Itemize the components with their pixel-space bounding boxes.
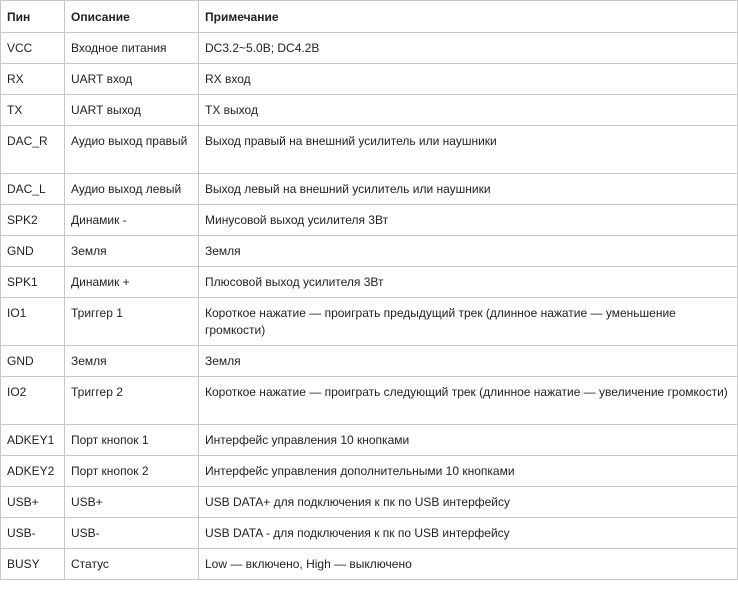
header-row: Пин Описание Примечание [0,0,738,33]
table-row: GND Земля Земля [0,235,738,267]
cell-note: Low — включено, High — выключено [198,548,738,580]
cell-note: Интерфейс управления 10 кнопками [198,424,738,456]
cell-pin: GND [0,235,65,267]
cell-note: Короткое нажатие — проиграть следующий т… [198,376,738,425]
table-row: VCC Входное питания DC3.2~5.0В; DC4.2В [0,32,738,64]
cell-note: Короткое нажатие — проиграть предыдущий … [198,297,738,346]
cell-description: Триггер 2 [64,376,199,425]
cell-pin: DAC_R [0,125,65,174]
cell-note: Выход левый на внешний усилитель или нау… [198,173,738,205]
cell-description: Земля [64,235,199,267]
table-row: SPK2 Динамик - Минусовой выход усилителя… [0,204,738,236]
cell-description: Динамик + [64,266,199,298]
cell-description: Аудио выход правый [64,125,199,174]
cell-description: Аудио выход левый [64,173,199,205]
cell-note: Минусовой выход усилителя 3Вт [198,204,738,236]
cell-note: Выход правый на внешний усилитель или на… [198,125,738,174]
cell-description: USB+ [64,486,199,518]
table-row: SPK1 Динамик + Плюсовой выход усилителя … [0,266,738,298]
table-row: IO2 Триггер 2 Короткое нажатие — проигра… [0,376,738,425]
table-row: USB+ USB+ USB DATA+ для подключения к пк… [0,486,738,518]
cell-pin: DAC_L [0,173,65,205]
cell-note: USB DATA - для подключения к пк по USB и… [198,517,738,549]
cell-pin: USB+ [0,486,65,518]
table-row: USB- USB- USB DATA - для подключения к п… [0,517,738,549]
cell-description: Статус [64,548,199,580]
cell-description: Динамик - [64,204,199,236]
table-row: BUSY Статус Low — включено, High — выклю… [0,548,738,580]
cell-pin: IO2 [0,376,65,425]
cell-note: USB DATA+ для подключения к пк по USB ин… [198,486,738,518]
cell-pin: SPK1 [0,266,65,298]
cell-description: UART выход [64,94,199,126]
header-pin: Пин [0,0,65,33]
cell-pin: GND [0,345,65,377]
cell-description: Порт кнопок 2 [64,455,199,487]
cell-note: DC3.2~5.0В; DC4.2В [198,32,738,64]
header-note: Примечание [198,0,738,33]
header-description: Описание [64,0,199,33]
cell-note: TX выход [198,94,738,126]
table-row: ADKEY1 Порт кнопок 1 Интерфейс управлени… [0,424,738,456]
cell-pin: SPK2 [0,204,65,236]
cell-description: Входное питания [64,32,199,64]
cell-description: UART вход [64,63,199,95]
cell-pin: IO1 [0,297,65,346]
table-row: DAC_R Аудио выход правый Выход правый на… [0,125,738,174]
cell-pin: TX [0,94,65,126]
pinout-table: Пин Описание Примечание VCC Входное пита… [0,0,738,580]
table-row: RX UART вход RX вход [0,63,738,95]
cell-description: USB- [64,517,199,549]
cell-description: Земля [64,345,199,377]
cell-pin: VCC [0,32,65,64]
table-row: GND Земля Земля [0,345,738,377]
cell-description: Порт кнопок 1 [64,424,199,456]
cell-pin: USB- [0,517,65,549]
cell-note: Земля [198,345,738,377]
cell-pin: ADKEY1 [0,424,65,456]
cell-description: Триггер 1 [64,297,199,346]
cell-pin: ADKEY2 [0,455,65,487]
table-row: IO1 Триггер 1 Короткое нажатие — проигра… [0,297,738,346]
table-row: TX UART выход TX выход [0,94,738,126]
cell-note: Плюсовой выход усилителя 3Вт [198,266,738,298]
table-row: ADKEY2 Порт кнопок 2 Интерфейс управлени… [0,455,738,487]
cell-note: RX вход [198,63,738,95]
cell-note: Земля [198,235,738,267]
cell-pin: RX [0,63,65,95]
table-row: DAC_L Аудио выход левый Выход левый на в… [0,173,738,205]
cell-note: Интерфейс управления дополнительными 10 … [198,455,738,487]
cell-pin: BUSY [0,548,65,580]
